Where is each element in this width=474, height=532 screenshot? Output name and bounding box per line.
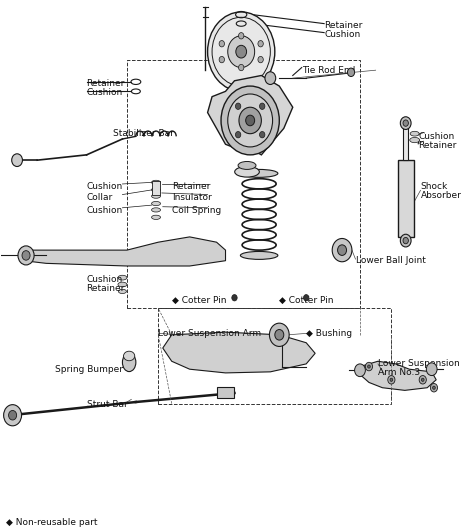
Text: ◆ Bushing: ◆ Bushing	[306, 329, 352, 338]
Text: Cushion: Cushion	[87, 206, 123, 215]
Ellipse shape	[152, 208, 161, 212]
Ellipse shape	[410, 137, 419, 143]
Circle shape	[390, 378, 393, 381]
Circle shape	[355, 364, 365, 377]
Text: Collar: Collar	[87, 193, 113, 202]
Circle shape	[401, 234, 411, 247]
Circle shape	[219, 40, 225, 47]
Circle shape	[236, 131, 241, 138]
Text: Retainer: Retainer	[172, 182, 210, 191]
Ellipse shape	[152, 180, 161, 185]
Circle shape	[269, 323, 289, 346]
Circle shape	[236, 103, 241, 110]
Ellipse shape	[410, 131, 419, 136]
Bar	[153, 181, 160, 195]
Ellipse shape	[152, 202, 161, 206]
Ellipse shape	[122, 353, 136, 371]
Circle shape	[208, 12, 275, 92]
Circle shape	[260, 131, 265, 138]
Circle shape	[265, 72, 276, 85]
Circle shape	[275, 329, 284, 340]
Text: ◆ Cotter Pin: ◆ Cotter Pin	[279, 296, 334, 305]
Circle shape	[9, 411, 17, 420]
Circle shape	[368, 365, 370, 368]
Circle shape	[388, 376, 395, 384]
Circle shape	[260, 103, 265, 110]
Ellipse shape	[152, 188, 161, 192]
Text: Insulator: Insulator	[172, 193, 211, 202]
Circle shape	[258, 56, 263, 63]
Ellipse shape	[124, 351, 135, 361]
Circle shape	[337, 245, 346, 255]
Circle shape	[258, 40, 263, 47]
Circle shape	[18, 246, 34, 265]
Ellipse shape	[118, 275, 127, 280]
Ellipse shape	[118, 289, 127, 294]
Ellipse shape	[238, 162, 256, 169]
Text: Retainer: Retainer	[87, 79, 125, 88]
Bar	[158, 309, 392, 404]
Circle shape	[238, 64, 244, 71]
Text: Retainer: Retainer	[324, 21, 363, 30]
Text: Absorber: Absorber	[420, 191, 461, 200]
Circle shape	[403, 237, 409, 244]
Polygon shape	[208, 76, 293, 155]
Circle shape	[232, 295, 237, 301]
Text: Retainer: Retainer	[418, 141, 456, 150]
Circle shape	[228, 94, 273, 147]
Circle shape	[4, 405, 21, 426]
Text: Spring Bumper: Spring Bumper	[55, 365, 123, 373]
Text: ◆ Non-reusable part: ◆ Non-reusable part	[6, 518, 97, 527]
Circle shape	[332, 238, 352, 262]
Circle shape	[421, 378, 424, 381]
Circle shape	[236, 45, 246, 58]
Text: Tie Rod End: Tie Rod End	[302, 65, 355, 74]
Ellipse shape	[235, 167, 259, 177]
Text: ◆ Cotter Pin: ◆ Cotter Pin	[172, 296, 226, 305]
Circle shape	[401, 117, 411, 129]
Polygon shape	[360, 361, 436, 390]
Bar	[398, 160, 414, 237]
Ellipse shape	[152, 194, 161, 198]
Circle shape	[228, 36, 255, 68]
Ellipse shape	[118, 282, 127, 287]
Circle shape	[419, 376, 426, 384]
Circle shape	[347, 68, 355, 77]
Circle shape	[239, 107, 261, 134]
Circle shape	[22, 251, 30, 260]
Text: Shock: Shock	[420, 182, 448, 191]
Text: Lower Suspension: Lower Suspension	[378, 360, 460, 368]
Text: Coil Spring: Coil Spring	[172, 206, 221, 215]
Bar	[217, 387, 235, 398]
Text: Arm No.3: Arm No.3	[378, 368, 420, 377]
Ellipse shape	[240, 169, 278, 177]
Text: Lower Ball Joint: Lower Ball Joint	[356, 256, 425, 265]
Bar	[127, 60, 360, 309]
Text: Lower Suspension Arm: Lower Suspension Arm	[158, 329, 261, 338]
Circle shape	[433, 386, 435, 389]
Text: Stabilizer Bar: Stabilizer Bar	[113, 129, 174, 138]
Text: Cushion: Cushion	[87, 88, 123, 97]
Text: Cushion: Cushion	[418, 132, 455, 141]
Circle shape	[221, 86, 279, 155]
Circle shape	[430, 384, 438, 392]
Text: Strut Bar: Strut Bar	[87, 400, 128, 409]
Circle shape	[219, 56, 225, 63]
Text: Retainer: Retainer	[87, 284, 125, 293]
Circle shape	[12, 154, 22, 167]
Text: Cushion: Cushion	[324, 30, 360, 39]
Bar	[403, 128, 408, 160]
Ellipse shape	[152, 215, 161, 219]
Circle shape	[403, 120, 409, 126]
Circle shape	[365, 362, 373, 371]
Circle shape	[246, 115, 255, 126]
Circle shape	[303, 295, 309, 301]
Polygon shape	[163, 332, 315, 373]
Text: Cushion: Cushion	[87, 182, 123, 191]
Circle shape	[426, 363, 437, 376]
Polygon shape	[24, 237, 226, 266]
Ellipse shape	[240, 252, 278, 260]
Text: Cushion: Cushion	[87, 275, 123, 284]
Circle shape	[238, 32, 244, 39]
